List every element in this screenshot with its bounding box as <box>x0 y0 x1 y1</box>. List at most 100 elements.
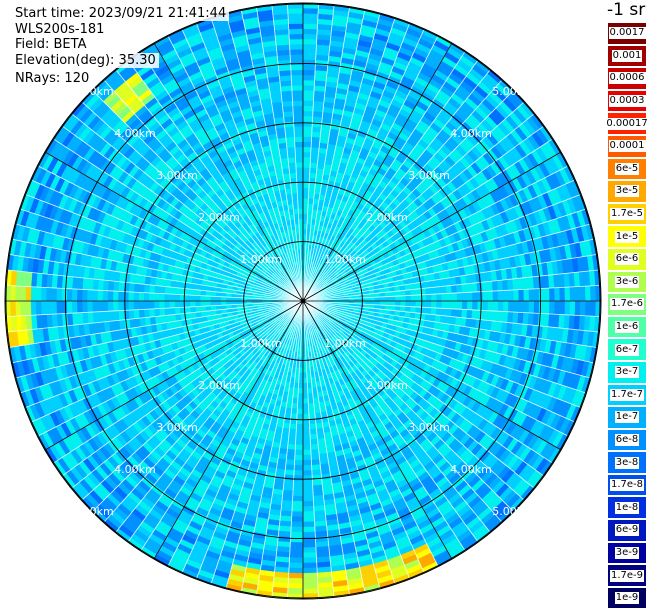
ppi-scan-plot: 1.00km1.00km1.00km1.00km2.00km2.00km2.00… <box>0 0 607 607</box>
range-gate <box>313 495 324 501</box>
range-gate <box>431 287 437 294</box>
range-gate <box>303 445 311 450</box>
range-gate <box>502 312 508 323</box>
range-gate <box>309 183 316 189</box>
range-gate <box>303 373 307 378</box>
range-gate <box>554 288 560 301</box>
range-gate <box>303 167 310 172</box>
range-gate <box>287 449 295 455</box>
range-gate <box>312 127 321 133</box>
range-gate <box>472 310 478 319</box>
range-gate <box>477 310 483 320</box>
range-gate <box>303 573 318 579</box>
range-gate <box>303 8 318 14</box>
range-gate <box>467 310 473 319</box>
range-gate <box>291 413 298 419</box>
range-gate <box>303 527 315 532</box>
range-gate <box>282 500 293 506</box>
range-gate <box>314 500 325 506</box>
range-gate <box>303 116 313 121</box>
range-gate <box>415 289 421 296</box>
range-gate <box>293 496 304 501</box>
range-gate <box>313 111 323 117</box>
range-gate <box>303 193 309 198</box>
range-gate <box>310 434 318 440</box>
range-gate <box>313 490 324 496</box>
range-gate <box>492 311 498 322</box>
range-gate <box>295 450 303 455</box>
range-gate <box>303 224 307 229</box>
range-gate <box>483 291 488 301</box>
range-gate <box>303 568 317 574</box>
range-gate <box>426 308 432 315</box>
range-gate <box>283 423 290 429</box>
range-gate <box>303 147 311 152</box>
range-gate <box>508 301 514 312</box>
range-gate <box>292 403 298 409</box>
range-gate <box>303 455 311 460</box>
range-gate <box>303 476 312 481</box>
range-gate <box>477 282 483 292</box>
range-gate <box>310 429 317 435</box>
range-gate <box>309 408 315 414</box>
range-gate <box>297 404 303 409</box>
range-gate <box>415 307 421 314</box>
range-gate <box>451 309 457 317</box>
range-gate <box>303 383 308 388</box>
range-gate <box>284 480 294 486</box>
range-gate <box>513 301 518 312</box>
range-gate <box>303 481 313 486</box>
range-gate <box>519 301 524 313</box>
range-gate <box>395 296 400 301</box>
range-gate <box>303 131 312 136</box>
range-gate <box>303 460 312 465</box>
range-gate <box>534 289 539 301</box>
range-gate <box>289 558 303 564</box>
range-gate <box>303 18 318 24</box>
range-gate <box>308 403 314 409</box>
range-gate <box>310 168 317 174</box>
range-gate <box>446 285 452 293</box>
range-gate <box>303 39 317 45</box>
range-gate <box>303 388 308 393</box>
range-gate <box>303 34 317 40</box>
range-gate <box>303 429 310 434</box>
range-gate <box>529 289 534 301</box>
range-gate <box>303 414 309 419</box>
range-gate <box>405 306 411 312</box>
range-gate <box>297 414 303 419</box>
range-gate <box>278 531 291 537</box>
range-gate <box>303 60 316 66</box>
range-gate <box>462 301 467 310</box>
range-gate <box>303 542 316 547</box>
range-gate <box>406 295 411 301</box>
range-gate <box>285 465 294 471</box>
range-gate <box>400 290 406 296</box>
range-gate <box>316 173 323 179</box>
range-gate <box>452 301 457 309</box>
range-gate <box>312 116 322 122</box>
range-gate <box>312 132 321 138</box>
range-gate <box>308 193 314 199</box>
range-gate <box>431 301 436 308</box>
range-gate <box>289 434 297 440</box>
range-gate <box>303 547 316 553</box>
range-gate <box>303 188 309 193</box>
range-gate <box>311 152 319 158</box>
range-gate <box>503 290 508 301</box>
range-gate <box>296 429 303 434</box>
range-gate <box>303 152 311 157</box>
range-gate <box>293 481 303 486</box>
range-gate <box>310 157 318 163</box>
range-gate <box>303 126 312 131</box>
range-gate <box>288 583 303 589</box>
range-gate <box>416 295 421 301</box>
range-gate <box>308 398 314 404</box>
range-gate <box>298 399 303 404</box>
range-gate <box>303 404 309 409</box>
range-gate <box>303 424 310 429</box>
range-gate <box>590 286 596 301</box>
range-gate <box>410 289 416 295</box>
range-gate <box>303 106 313 111</box>
range-gate <box>297 409 303 414</box>
